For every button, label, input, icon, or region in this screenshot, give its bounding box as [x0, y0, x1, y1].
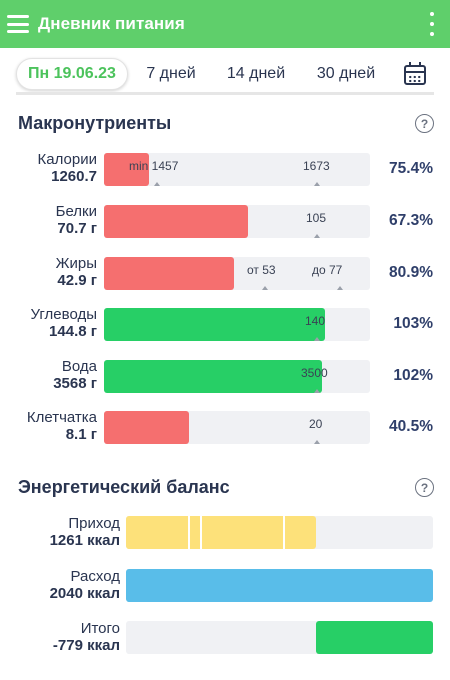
app-title: Дневник питания	[38, 14, 185, 33]
macro-target-tick	[314, 182, 320, 186]
macro-percent: 80.9%	[389, 264, 433, 281]
energy-intake-fill	[126, 516, 316, 549]
macro-target-tick	[314, 440, 320, 444]
macro-percent: 102%	[393, 367, 433, 384]
period-tabs: Пн 19.06.23 7 дней 14 дней 30 дней	[0, 58, 450, 92]
macro-progress-bar: 3500	[104, 360, 370, 393]
macro-min-tick	[262, 286, 268, 290]
macro-target-tick	[314, 234, 320, 238]
macro-percent: 75.4%	[389, 160, 433, 177]
energy-bar	[126, 569, 433, 602]
energy-bar	[126, 621, 433, 654]
macro-progress-bar: min 1457 1673	[104, 153, 370, 186]
macro-progress-fill	[104, 153, 150, 186]
macro-row-fat: Жиры 42.9 г от 53 до 77 80.9%	[0, 255, 450, 295]
macro-row-carbs: Углеводы 144.8 г 140 103%	[0, 306, 450, 346]
macro-target-tick	[314, 389, 320, 393]
energy-row-intake: Приход 1261 ккал	[0, 515, 450, 555]
macro-value: 70.7 г	[57, 220, 97, 237]
tab-7-days[interactable]: 7 дней	[146, 65, 196, 82]
calendar-icon[interactable]	[404, 62, 426, 85]
macro-progress-fill	[104, 257, 235, 290]
energy-expenditure-fill	[126, 569, 433, 602]
meal-separator	[200, 516, 202, 549]
macro-progress-fill	[104, 360, 323, 393]
macro-target-marker: 3500	[301, 366, 328, 380]
macro-value: 1260.7	[51, 168, 97, 185]
macro-min-tick	[154, 182, 160, 186]
macro-value: 8.1 г	[65, 426, 97, 443]
tabs-underline	[16, 92, 434, 95]
energy-name: Расход	[70, 568, 120, 585]
macro-value: 3568 г	[53, 375, 97, 392]
more-options-icon[interactable]	[428, 12, 436, 36]
macro-progress-bar: 20	[104, 411, 370, 444]
menu-icon[interactable]	[6, 12, 30, 36]
macro-row-water: Вода 3568 г 3500 102%	[0, 358, 450, 398]
energy-value: 2040 ккал	[49, 585, 120, 602]
app-bar: Дневник питания	[0, 0, 450, 48]
macro-target-marker: 105	[306, 211, 327, 225]
macro-progress-bar: от 53 до 77	[104, 257, 370, 290]
meal-separator	[283, 516, 285, 549]
macro-progress-fill	[104, 411, 190, 444]
macro-name: Белки	[55, 203, 97, 220]
macros-title: Макронутриенты	[18, 113, 172, 133]
macro-target-tick	[314, 337, 320, 341]
macros-help-icon[interactable]: ?	[415, 114, 434, 133]
macro-name: Вода	[61, 358, 97, 375]
macro-row-fiber: Клетчатка 8.1 г 20 40.5%	[0, 409, 450, 449]
macro-progress-bar: 140	[104, 308, 370, 341]
energy-bar	[126, 516, 433, 549]
macro-target-marker: 20	[309, 417, 323, 431]
meal-separator	[188, 516, 190, 549]
macro-max-marker: до 77	[312, 263, 343, 277]
macro-min-marker: от 53	[247, 263, 276, 277]
tab-30-days[interactable]: 30 дней	[316, 65, 376, 82]
macro-progress-fill	[104, 205, 248, 238]
macro-min-marker: min 1457	[129, 159, 179, 173]
energy-value: -779 ккал	[52, 637, 120, 654]
macro-max-tick	[337, 286, 343, 290]
macro-row-protein: Белки 70.7 г 105 67.3%	[0, 203, 450, 243]
energy-title: Энергетический баланс	[18, 477, 230, 497]
macro-name: Калории	[37, 151, 97, 168]
macro-percent: 103%	[393, 315, 433, 332]
energy-value: 1261 ккал	[49, 532, 120, 549]
energy-help-icon[interactable]: ?	[415, 478, 434, 497]
energy-name: Итого	[80, 620, 120, 637]
macro-value: 42.9 г	[57, 272, 97, 289]
macro-progress-bar: 105	[104, 205, 370, 238]
energy-name: Приход	[68, 515, 120, 532]
macro-target-marker: 140	[305, 314, 326, 328]
macro-name: Клетчатка	[26, 409, 97, 426]
macro-name: Жиры	[55, 255, 97, 272]
macro-name: Углеводы	[30, 306, 97, 323]
energy-total-fill	[316, 621, 433, 654]
energy-row-total: Итого -779 ккал	[0, 620, 450, 660]
tab-14-days[interactable]: 14 дней	[226, 65, 286, 82]
macro-percent: 67.3%	[389, 212, 433, 229]
macro-row-calories: Калории 1260.7 min 1457 1673 75.4%	[0, 151, 450, 191]
tab-day[interactable]: Пн 19.06.23	[16, 58, 128, 90]
macro-percent: 40.5%	[389, 418, 433, 435]
macro-target-marker: 1673	[303, 159, 330, 173]
macro-progress-fill	[104, 308, 325, 341]
macro-value: 144.8 г	[49, 323, 97, 340]
energy-row-expenditure: Расход 2040 ккал	[0, 568, 450, 608]
